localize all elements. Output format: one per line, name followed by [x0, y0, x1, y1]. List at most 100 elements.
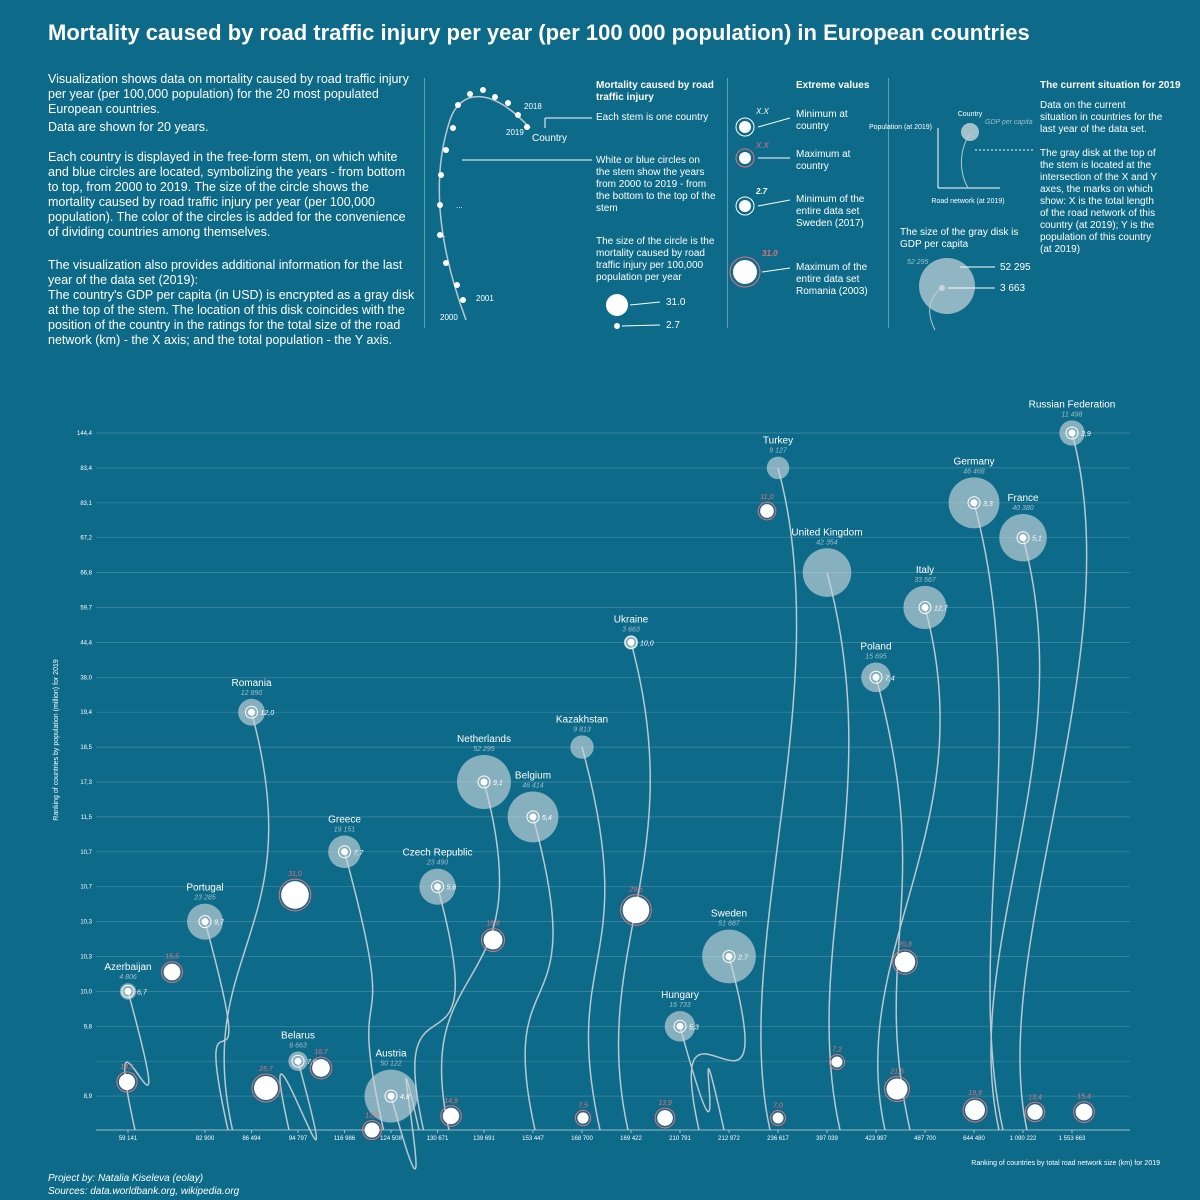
stem	[279, 1061, 318, 1141]
stem	[876, 607, 941, 1131]
min-dot	[872, 673, 880, 681]
country-name: United Kingdom	[791, 527, 862, 538]
min-dot	[725, 953, 733, 960]
x-tick-label: 94 797	[289, 1136, 308, 1142]
stem	[973, 502, 1004, 1131]
min-label: 5,3	[689, 1024, 699, 1031]
max-label: 7,5	[578, 1102, 588, 1109]
gdp-label: 51 687	[718, 921, 741, 928]
min-ring	[198, 915, 212, 929]
max-dot	[281, 881, 309, 909]
country-name: Poland	[860, 642, 891, 653]
legend-text: The size of the circle is the mortality …	[596, 236, 715, 283]
min-ring	[384, 1089, 398, 1103]
min-label: 9,1	[493, 780, 503, 787]
y-tick-label: 10,3	[80, 955, 92, 961]
title: Mortality caused by road traffic injury …	[48, 20, 1030, 45]
y-tick-label: 9,8	[84, 1024, 93, 1030]
min-dot	[676, 1022, 684, 1030]
max-ring	[1073, 1101, 1095, 1123]
gdp-label: 6 663	[289, 1043, 307, 1050]
max-label: 7,2	[832, 1046, 842, 1053]
min-ring	[722, 950, 736, 963]
min-ring	[245, 705, 258, 719]
min-dot	[294, 1057, 302, 1065]
max-label: 29,5	[628, 887, 643, 894]
country-name: Netherlands	[457, 734, 511, 745]
x-tick-label: 212 972	[718, 1136, 740, 1142]
max-dot	[760, 504, 774, 518]
footer: Project by: Natalia Kiseleva (eolay)	[48, 1173, 204, 1184]
max-label: 7,0	[773, 1103, 783, 1110]
min-ring	[918, 601, 932, 614]
country-name: Austria	[375, 1049, 407, 1060]
gdp-label: 9 813	[573, 726, 591, 733]
gdp-disk	[802, 548, 852, 597]
stem	[760, 467, 798, 1131]
intro-text: Data are shown for 20 years.	[48, 120, 209, 134]
x-tick-label: 168 700	[571, 1136, 593, 1142]
max-dot	[657, 1110, 673, 1126]
y-tick-label: 10,0	[80, 989, 92, 995]
min-label: 5,6	[447, 885, 457, 892]
max-ring	[278, 878, 312, 912]
gdp-label: 40 380	[1012, 505, 1034, 512]
gdp-label: 23 490	[426, 860, 449, 867]
country-name: Kazakhstan	[556, 714, 608, 725]
max-dot	[1075, 1103, 1093, 1121]
gdp-label: 33 567	[914, 577, 937, 584]
legend-title: The current situation for 2019	[1040, 80, 1181, 91]
max-ring	[440, 1105, 462, 1127]
country-name: Azerbaijan	[104, 962, 151, 973]
footer: Sources: data.worldbank.org, wikipedia.o…	[48, 1186, 240, 1197]
min-label: 7,4	[885, 675, 895, 682]
stem	[343, 851, 385, 1131]
y-tick-label: 10,7	[80, 850, 92, 856]
min-label: 4,8	[400, 1094, 410, 1101]
legend-text: GDP per capita	[985, 119, 1033, 126]
country-name: Czech Republic	[402, 848, 472, 859]
x-tick-label: 124 508	[380, 1136, 402, 1142]
max-dot	[442, 1107, 460, 1125]
y-tick-label: 10,3	[80, 920, 92, 926]
min-dot	[124, 987, 132, 995]
intro-text: Each country is displayed in the free-fo…	[48, 150, 406, 239]
min-label: 2,7	[737, 955, 749, 962]
y-tick-label: 19,4	[80, 710, 92, 716]
min-ring	[477, 775, 491, 789]
min-label: 3,9	[1081, 431, 1091, 438]
legend-title: Mortality caused by road traffic injury	[596, 80, 714, 103]
legend-stem-label: ...	[439, 230, 446, 239]
legend-text: Maximum at country	[796, 149, 851, 172]
max-ring	[892, 949, 918, 975]
min-dot	[1068, 429, 1076, 437]
x-tick-label: 153 447	[522, 1136, 544, 1142]
x-tick-label: 59 141	[119, 1136, 138, 1142]
max-dot	[577, 1112, 589, 1124]
legend-text: Each stem is one country	[596, 112, 709, 123]
max-dot	[831, 1056, 843, 1068]
x-tick-label: 644 480	[963, 1136, 985, 1142]
max-label: 15,5	[165, 954, 179, 961]
gdp-label: 11 498	[1062, 411, 1083, 418]
stem	[223, 712, 270, 1131]
max-ring	[480, 927, 506, 953]
x-tick-label: 1 090 222	[1010, 1136, 1037, 1142]
x-tick-label: 116 986	[334, 1136, 356, 1142]
y-tick-label: 59,7	[80, 606, 92, 612]
min-label: 5,1	[1032, 536, 1042, 543]
legend-text: 3 663	[1000, 283, 1025, 294]
max-dot	[254, 1076, 278, 1100]
stem	[690, 956, 746, 1131]
x-tick-label: 139 691	[473, 1136, 495, 1142]
min-dot	[434, 883, 441, 891]
gdp-label: 46 468	[963, 468, 985, 475]
legend-stem-label: 2019	[506, 128, 524, 137]
gdp-label: 50 122	[380, 1061, 402, 1068]
max-ring	[161, 961, 183, 983]
min-label: 12,7	[934, 606, 949, 613]
y-tick-label: 144,4	[77, 431, 93, 437]
min-label: 7,7	[354, 850, 365, 857]
legend-text: 52 295	[1000, 262, 1031, 273]
